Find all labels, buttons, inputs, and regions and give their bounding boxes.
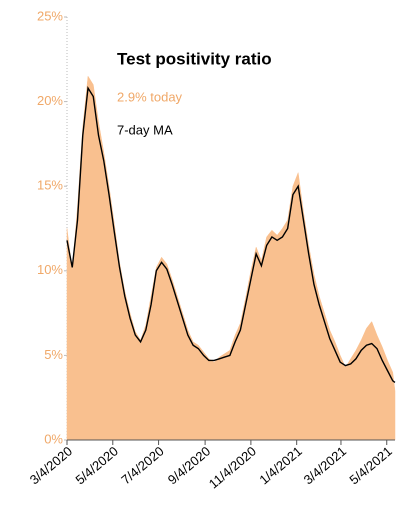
x-tick-label: 3/4/2021 [301,443,349,487]
y-tick-label: 25% [37,8,63,23]
plot-area [64,16,396,445]
y-tick-label: 10% [37,262,63,277]
x-tick-label: 11/4/2020 [206,443,259,491]
ma-line [66,85,396,384]
y-tick-label: 20% [37,93,63,108]
x-tick-label: 5/4/2021 [346,443,394,487]
x-tick-label: 7/4/2020 [118,443,166,487]
y-tick-label: 0% [44,431,63,446]
x-tick-label: 3/4/2020 [27,443,75,487]
x-tick-label: 1/4/2021 [256,443,304,487]
daily-area [66,75,396,441]
y-tick-label: 5% [44,347,63,362]
annotation: 2.9% today [117,89,183,104]
legend-entry: 7-day MA [117,122,173,137]
y-tick-label: 15% [37,178,63,193]
chart-title: Test positivity ratio [117,49,272,68]
x-tick-label: 5/4/2020 [73,443,121,487]
